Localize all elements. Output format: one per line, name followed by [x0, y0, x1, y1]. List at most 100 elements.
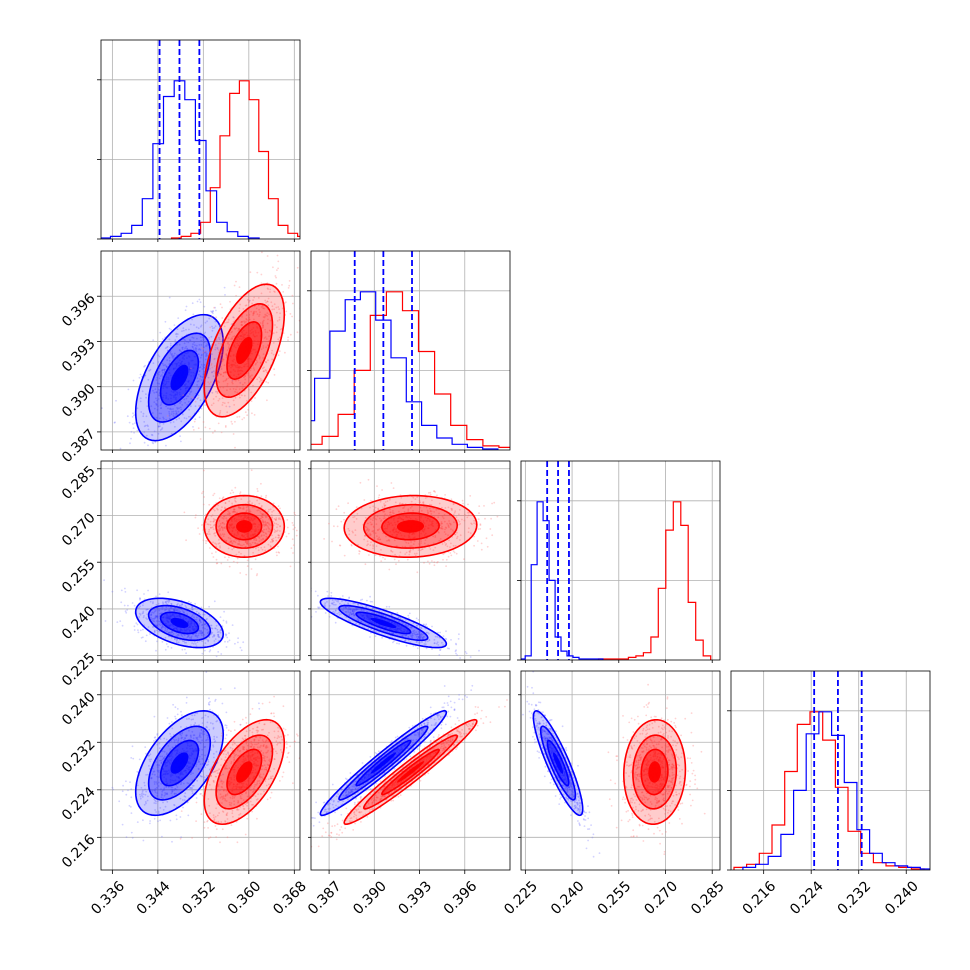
scatter-point: [158, 422, 161, 425]
scatter-point: [287, 287, 290, 289]
scatter-point: [216, 628, 219, 631]
scatter-point: [356, 608, 358, 611]
scatter-point: [263, 525, 266, 527]
scatter-point: [157, 361, 160, 363]
scatter-point: [355, 622, 357, 625]
scatter-point: [317, 594, 319, 597]
scatter-point: [339, 602, 341, 605]
scatter-point: [417, 619, 420, 621]
scatter-point: [247, 543, 250, 546]
scatter-point: [335, 508, 338, 511]
scatter-point: [165, 365, 168, 368]
scatter-point: [392, 632, 395, 635]
scatter-point: [411, 635, 413, 638]
scatter-point: [326, 601, 328, 603]
scatter-point: [147, 589, 150, 592]
scatter-point: [180, 634, 183, 636]
scatter-point: [126, 609, 129, 611]
scatter-point: [163, 757, 165, 760]
scatter-point: [208, 533, 211, 535]
scatter-point: [279, 328, 282, 331]
scatter-point: [444, 533, 447, 535]
density-core: [170, 364, 189, 391]
scatter-point: [180, 740, 183, 743]
scatter-point: [324, 605, 326, 608]
scatter-point: [158, 742, 161, 745]
scatter-point: [147, 795, 149, 798]
scatter-point: [221, 529, 224, 531]
scatter-point: [353, 521, 356, 523]
scatter-point: [145, 415, 148, 418]
scatter-point: [199, 377, 201, 380]
scatter-point: [214, 344, 217, 346]
scatter-point: [202, 626, 205, 629]
scatter-point: [138, 612, 141, 615]
scatter-point: [215, 309, 217, 312]
scatter-point: [129, 781, 131, 783]
scatter-point: [227, 346, 230, 348]
scatter-point: [215, 339, 218, 341]
scatter-point: [145, 609, 148, 611]
scatter-point: [191, 606, 193, 609]
scatter-point: [156, 399, 159, 402]
scatter-point: [225, 354, 228, 357]
scatter-point: [219, 545, 221, 547]
scatter-point: [262, 324, 264, 327]
scatter-point: [158, 371, 161, 373]
scatter-point: [138, 376, 141, 379]
scatter-point: [351, 609, 354, 612]
scatter-point: [433, 490, 435, 492]
scatter-point: [269, 291, 271, 293]
scatter-point: [142, 793, 145, 796]
scatter-point: [218, 538, 220, 541]
scatter-point: [351, 530, 354, 533]
scatter-point: [120, 601, 123, 604]
scatter-point: [389, 513, 391, 516]
scatter-point: [429, 509, 432, 512]
scatter-point: [441, 528, 444, 530]
scatter-point: [375, 518, 378, 521]
scatter-point: [437, 531, 440, 533]
contour-line: [343, 494, 478, 558]
scatter-point: [430, 510, 433, 513]
scatter-point: [274, 519, 277, 521]
scatter-point: [158, 609, 161, 612]
scatter-point: [359, 481, 362, 484]
scatter-point: [364, 563, 367, 566]
scatter-point: [258, 315, 260, 317]
scatter-point: [213, 357, 216, 360]
scatter-point: [210, 362, 213, 365]
scatter-point: [171, 355, 174, 358]
scatter-point: [202, 733, 205, 736]
scatter-point: [139, 598, 141, 601]
scatter-point: [291, 522, 294, 524]
scatter-point: [153, 618, 156, 620]
scatter-point: [251, 502, 254, 505]
scatter-point: [232, 510, 235, 513]
scatter-point: [253, 414, 256, 416]
scatter-point: [359, 599, 362, 601]
scatter-point: [401, 635, 404, 637]
scatter-point: [323, 604, 326, 606]
scatter-point: [201, 640, 204, 643]
scatter-point: [453, 511, 456, 514]
scatter-point: [145, 393, 147, 395]
scatter-point: [187, 400, 190, 403]
scatter-point: [433, 511, 435, 513]
scatter-point: [380, 520, 382, 522]
scatter-point: [159, 417, 161, 420]
scatter-point: [200, 344, 203, 346]
scatter-point: [190, 635, 193, 638]
scatter-point: [195, 616, 198, 619]
scatter-point: [271, 358, 273, 361]
scatter-point: [420, 540, 422, 543]
scatter-point: [277, 338, 280, 341]
scatter-point: [179, 604, 181, 606]
scatter-point: [201, 376, 204, 379]
scatter-point: [413, 540, 416, 543]
scatter-point: [197, 527, 200, 530]
scatter-point: [218, 413, 221, 416]
scatter-point: [404, 618, 407, 621]
scatter-point: [376, 529, 379, 531]
scatter-point: [245, 573, 248, 576]
